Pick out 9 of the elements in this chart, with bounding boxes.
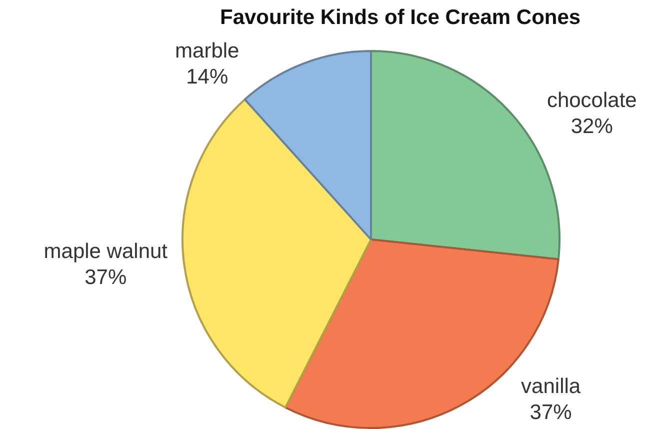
chart-title: Favourite Kinds of Ice Cream Cones <box>220 6 581 30</box>
data-label: 37% <box>530 400 572 424</box>
slice-label: vanilla <box>521 374 581 398</box>
data-label: 37% <box>84 266 127 289</box>
slice-label: marble <box>175 39 240 62</box>
slice-label: chocolate <box>546 89 637 112</box>
data-label: 32% <box>570 115 613 138</box>
slice-label: maple walnut <box>44 240 168 263</box>
data-label: 14% <box>186 65 228 88</box>
